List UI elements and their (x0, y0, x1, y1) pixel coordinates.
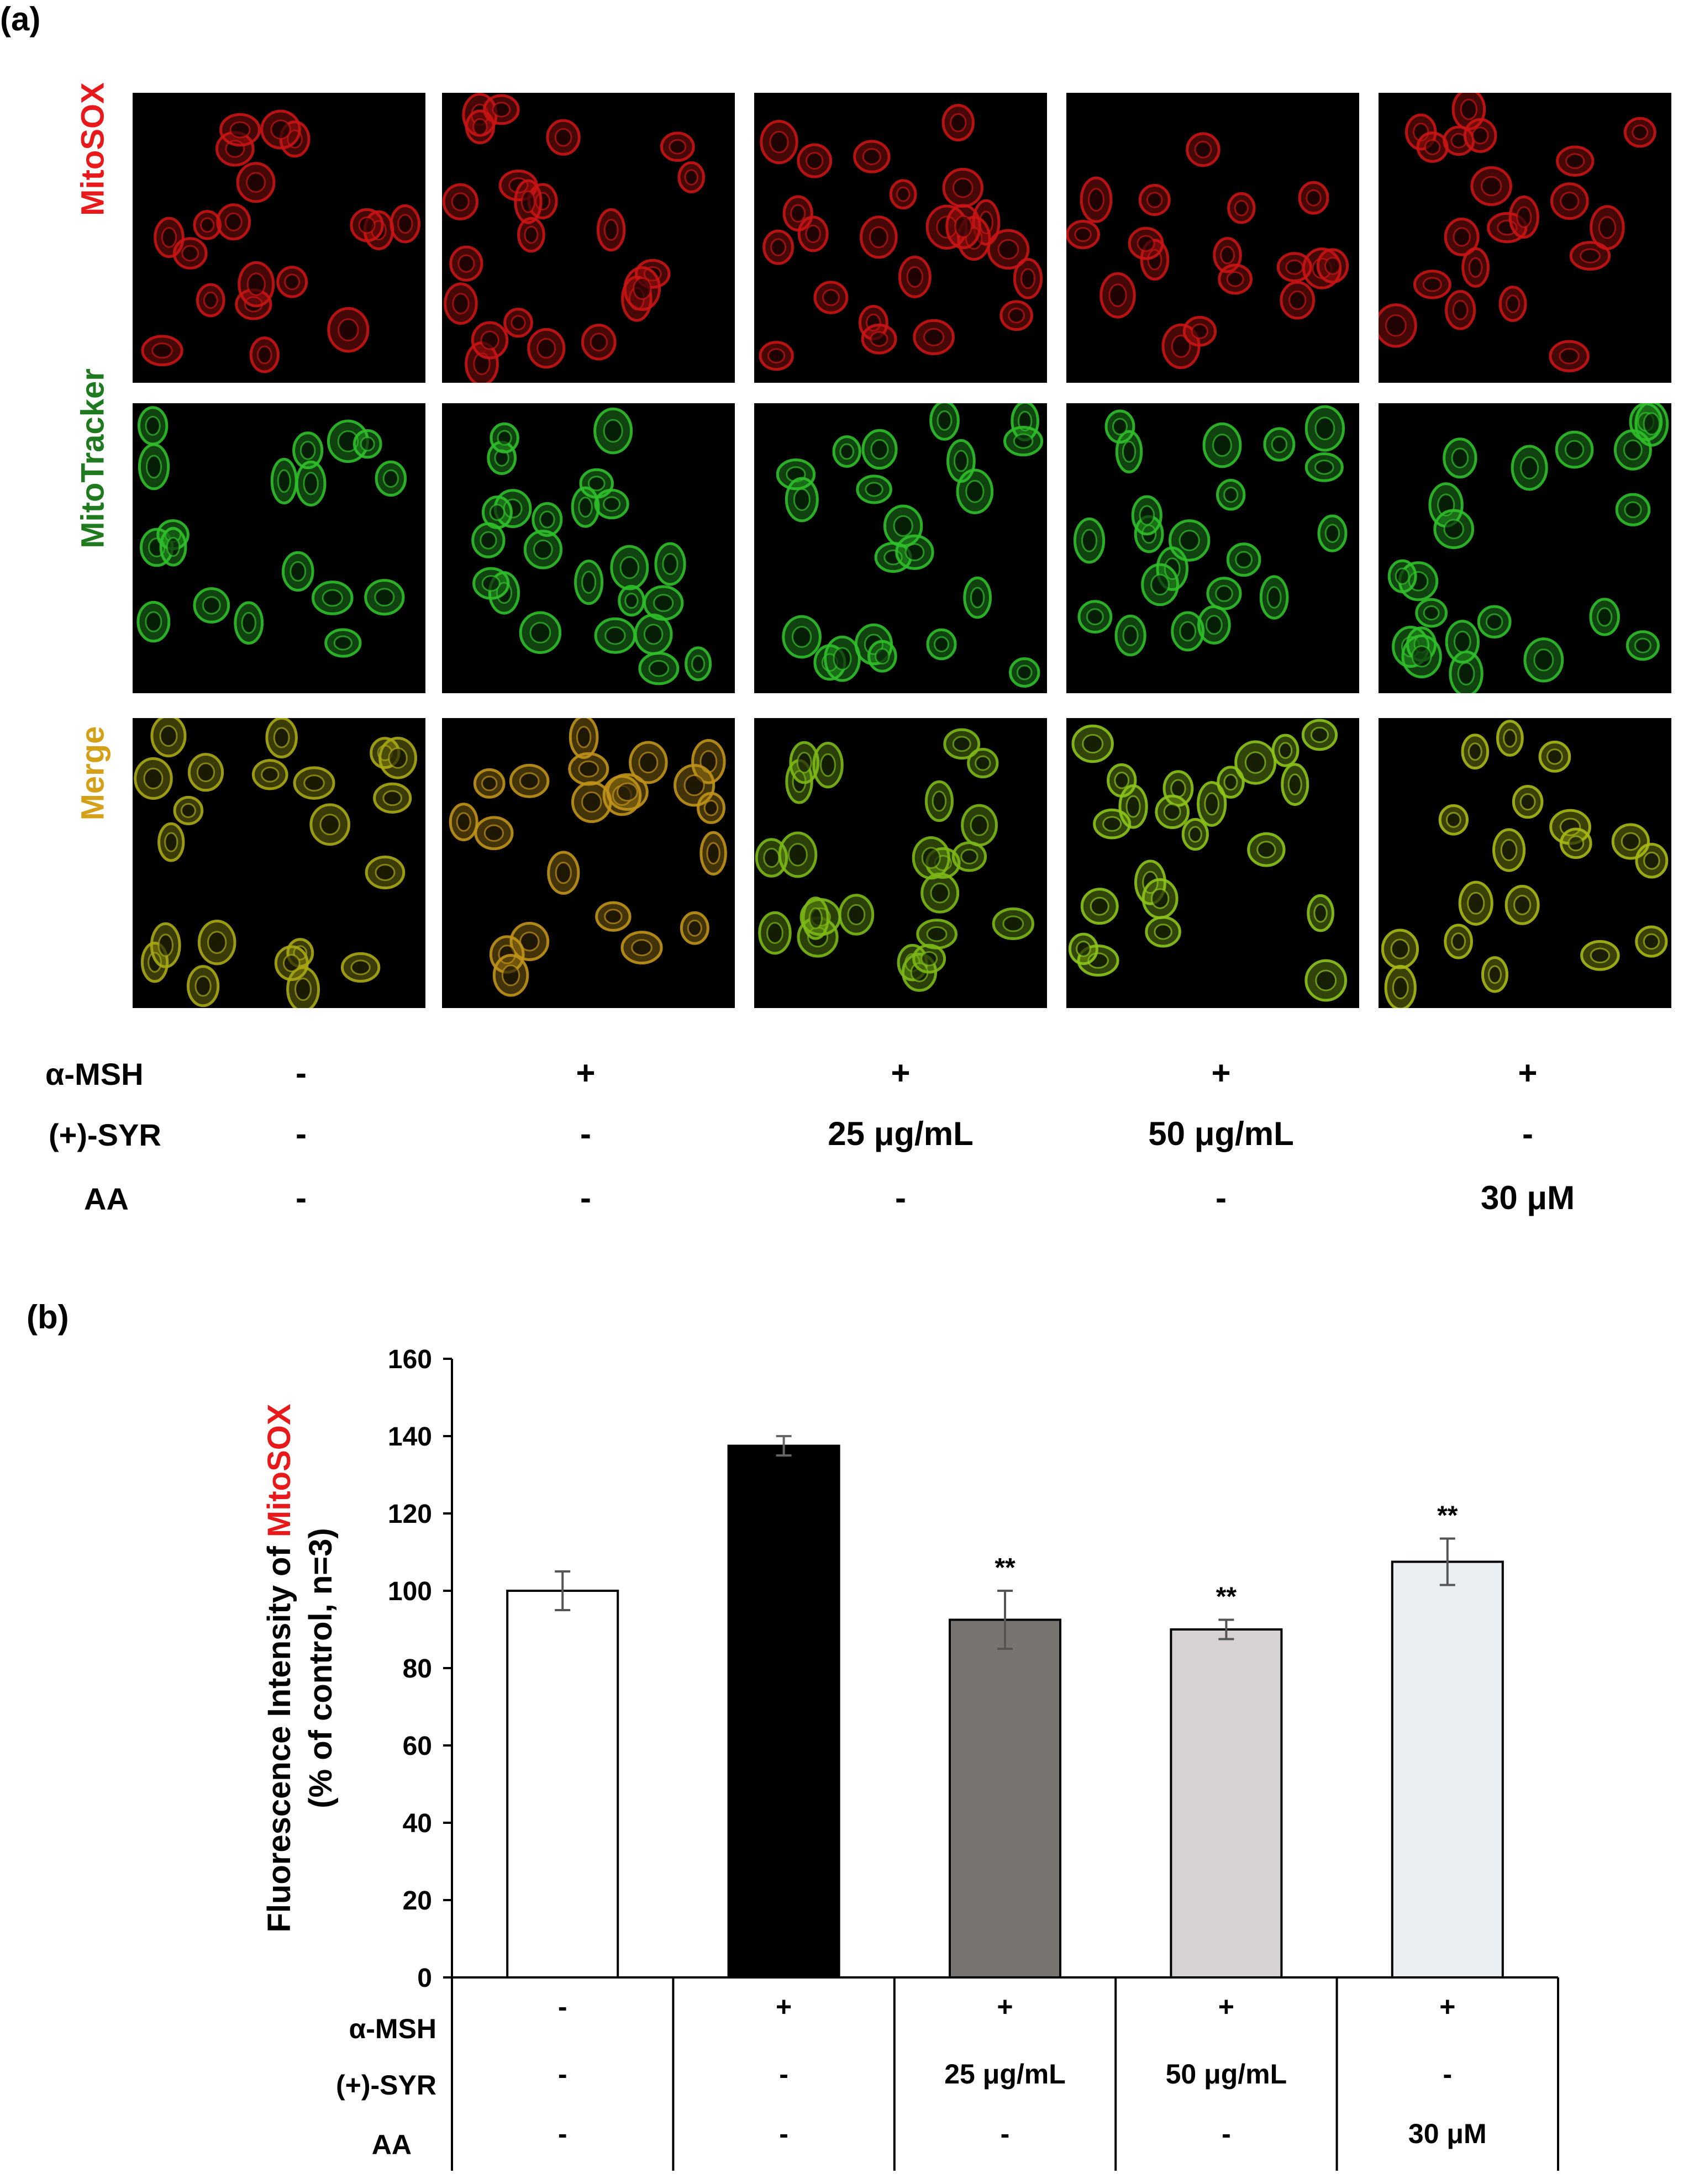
y-tick-label-20: 20 (403, 1886, 432, 1916)
micrograph-mitosox-5 (1379, 93, 1671, 383)
micrograph-mitotracker-3 (754, 403, 1047, 693)
micrograph-mitotracker-1 (133, 403, 425, 693)
table-value-syr-2: - (779, 2059, 788, 2090)
treatment-value-aa-3: - (895, 1179, 906, 1216)
y-tick-label-0: 0 (417, 1964, 432, 1993)
table-value-syr-4: 50 μg/mL (1166, 2059, 1287, 2090)
table-value-syr-1: - (558, 2059, 567, 2090)
y-axis-label-highlight: MitoSOX (261, 1404, 297, 1537)
treatment-value-aa-1: - (296, 1179, 307, 1216)
treatment-value-syr-3: 25 μg/mL (828, 1115, 974, 1152)
treatment-value-syr-4: 50 μg/mL (1148, 1115, 1294, 1152)
table-label-aa: AA (372, 2129, 412, 2160)
treatment-value-amsh-3: + (891, 1054, 911, 1091)
table-value-syr-3: 25 μg/mL (944, 2059, 1066, 2090)
table-value-syr-5: - (1443, 2059, 1452, 2090)
treatment-value-amsh-2: + (576, 1054, 596, 1091)
micrograph-merge-2 (442, 718, 735, 1008)
treatment-value-syr-1: - (296, 1115, 307, 1152)
y-tick-label-80: 80 (403, 1654, 432, 1684)
y-tick-label-120: 120 (388, 1500, 432, 1529)
micrograph-merge-3 (754, 718, 1047, 1008)
bar-5 (1391, 1560, 1504, 1979)
micrograph-mitosox-4 (1066, 93, 1359, 383)
bar-3 (949, 1618, 1061, 1979)
treatment-label-syr: (+)-SYR (49, 1117, 161, 1152)
micrograph-mitosox-3 (754, 93, 1047, 383)
significance-5: ** (1437, 1501, 1458, 1531)
micrograph-mitotracker-4 (1066, 403, 1359, 693)
treatment-value-amsh-5: + (1518, 1054, 1538, 1091)
table-value-aa-3: - (1001, 2118, 1010, 2149)
y-tick-label-40: 40 (403, 1809, 432, 1838)
significance-3: ** (995, 1553, 1016, 1582)
micrograph-mitotracker-2 (442, 403, 735, 693)
treatment-value-syr-2: - (580, 1115, 591, 1152)
treatment-value-aa-4: - (1216, 1179, 1227, 1216)
y-tick-label-100: 100 (388, 1577, 432, 1606)
bar-4 (1170, 1628, 1283, 1979)
panel-b-label: (b) (27, 1299, 69, 1336)
micrograph-mitotracker-5 (1379, 403, 1671, 693)
table-value-aa-1: - (558, 2118, 567, 2149)
table-label-syr: (+)-SYR (336, 2070, 436, 2101)
bar-1 (506, 1590, 619, 1979)
y-axis-label: Fluorescence Intensity of MitoSOX (261, 1404, 297, 1932)
y-axis-label-line2: (% of control, n=3) (303, 1528, 339, 1808)
micrograph-merge-1 (133, 718, 425, 1008)
treatment-value-aa-2: - (580, 1179, 591, 1216)
bar-2 (727, 1444, 840, 1979)
table-value-amsh-4: + (1218, 1991, 1234, 2022)
table-value-amsh-3: + (997, 1991, 1013, 2022)
table-value-aa-4: - (1222, 2118, 1231, 2149)
y-tick-label-140: 140 (388, 1422, 432, 1452)
treatment-value-amsh-4: + (1211, 1054, 1231, 1091)
micrograph-merge-4 (1066, 718, 1359, 1008)
treatment-value-aa-5: 30 μM (1480, 1179, 1575, 1216)
treatment-value-syr-5: - (1522, 1115, 1533, 1152)
treatment-label-amsh: α-MSH (45, 1057, 144, 1091)
micrograph-merge-5 (1379, 718, 1671, 1008)
treatment-value-amsh-1: - (296, 1054, 307, 1091)
table-label-amsh: α-MSH (349, 2013, 437, 2044)
table-value-amsh-2: + (776, 1991, 792, 2022)
micrograph-mitosox-2 (442, 93, 735, 383)
y-tick-label-60: 60 (403, 1732, 432, 1761)
y-tick-label-160: 160 (388, 1345, 432, 1374)
table-value-aa-5: 30 μM (1408, 2118, 1487, 2149)
significance-4: ** (1216, 1582, 1237, 1612)
treatment-label-aa: AA (84, 1181, 129, 1216)
table-value-amsh-5: + (1439, 1991, 1455, 2022)
y-axis-label-prefix: Fluorescence Intensity of (261, 1537, 297, 1933)
panel-a-label: (a) (0, 1, 41, 38)
micrograph-mitosox-1 (133, 93, 425, 383)
table-value-aa-2: - (779, 2118, 788, 2149)
table-value-amsh-1: - (558, 1991, 567, 2022)
